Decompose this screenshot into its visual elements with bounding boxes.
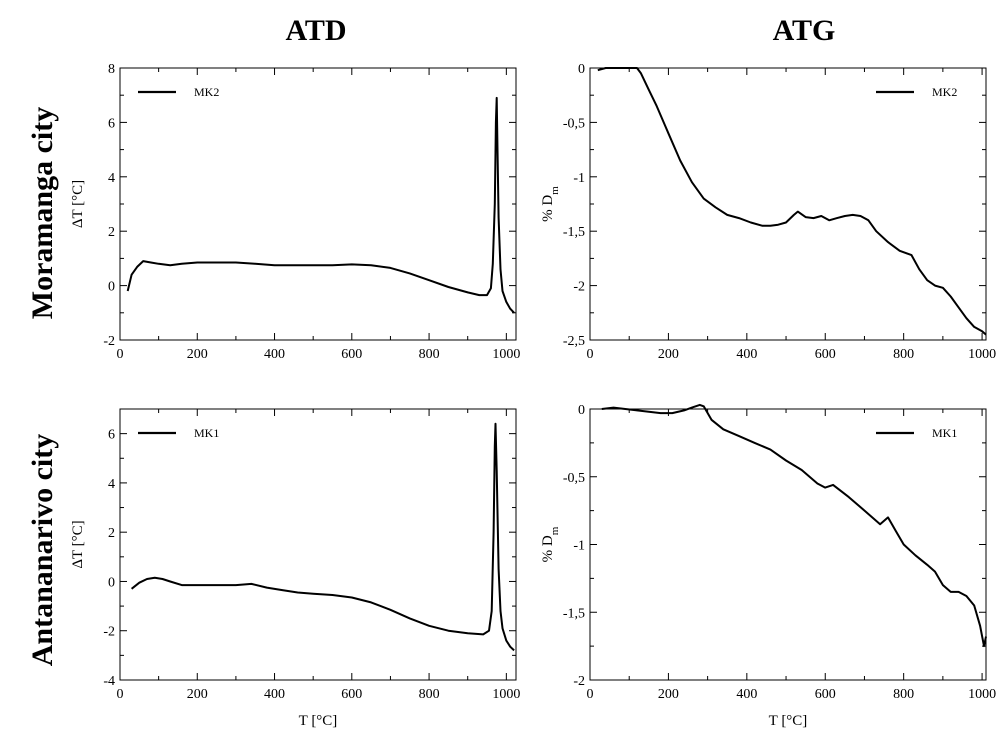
y-tick-label: -1 — [573, 171, 585, 186]
x-tick-label: 1000 — [492, 687, 520, 702]
x-tick-label: 400 — [736, 687, 757, 702]
y-axis-label: ΔT [°C] — [70, 180, 86, 228]
x-tick-label: 200 — [187, 347, 208, 362]
column-title-atg: ATG — [773, 14, 836, 47]
x-tick-label: 200 — [658, 687, 679, 702]
x-tick-label: 800 — [419, 687, 440, 702]
x-tick-label: 0 — [117, 347, 124, 362]
x-tick-label: 0 — [587, 687, 594, 702]
plot-frame — [119, 67, 517, 341]
y-tick-label: -2 — [573, 280, 585, 295]
y-tick-label: 4 — [108, 477, 115, 492]
panel-atg-mk1: 0 200 400 600 800 1000 -2 -1,5 -1 -0,5 0 % Dm T [°C]… — [540, 403, 996, 729]
legend-label: MK1 — [194, 426, 219, 440]
y-axis-label-subscript: m — [549, 526, 561, 535]
x-tick-label: 1000 — [968, 687, 996, 702]
plot-frame — [589, 67, 987, 341]
x-tick-label: 400 — [736, 347, 757, 362]
x-tick-label: 400 — [264, 347, 285, 362]
legend-label: MK2 — [194, 85, 219, 99]
x-tick-label: 1000 — [968, 347, 996, 362]
y-tick-label: -2 — [103, 625, 115, 640]
x-tick-label: 400 — [264, 687, 285, 702]
x-tick-label: 800 — [893, 687, 914, 702]
y-tick-label: -1,5 — [563, 225, 585, 240]
y-tick-label: 8 — [108, 62, 115, 77]
x-tick-label: 800 — [419, 347, 440, 362]
y-tick-label: -0,5 — [563, 116, 585, 131]
series-line-mk2 — [597, 67, 987, 336]
x-tick-label: 800 — [893, 347, 914, 362]
legend-label: MK1 — [932, 426, 957, 440]
y-tick-label: -2 — [103, 334, 115, 349]
x-tick-label: 0 — [587, 347, 594, 362]
series-line-mk2 — [126, 96, 515, 314]
y-tick-label: -2,5 — [563, 334, 585, 349]
y-tick-label: 0 — [108, 280, 115, 295]
y-tick-label: -2 — [573, 674, 585, 689]
y-tick-label: 4 — [108, 171, 115, 186]
x-tick-label: 600 — [341, 347, 362, 362]
panel-atd-mk1: 0 200 400 600 800 1000 -4 -2 0 2 4 6 ΔT [°C] T [°C] MK… — [70, 408, 520, 729]
y-axis-label: % Dm — [540, 186, 561, 222]
y-tick-label: 0 — [578, 62, 585, 77]
x-axis-label: T [°C] — [769, 713, 808, 729]
y-axis-label: ΔT [°C] — [70, 520, 86, 568]
y-tick-label: -1,5 — [563, 606, 585, 621]
y-tick-label: 0 — [108, 575, 115, 590]
row-title-antananarivo: Antananarivo city — [26, 434, 59, 667]
x-tick-label: 600 — [815, 347, 836, 362]
x-tick-label: 600 — [815, 687, 836, 702]
y-tick-label: -4 — [103, 674, 115, 689]
y-tick-label: 6 — [108, 116, 115, 131]
column-title-atd: ATD — [285, 14, 346, 47]
series-line-mk1 — [130, 422, 515, 652]
plot-frame — [589, 408, 987, 681]
x-tick-label: 200 — [187, 687, 208, 702]
series-line-mk1 — [601, 403, 987, 648]
panel-atg-mk2: 0 200 400 600 800 1000 -2,5 -2 -1,5 -1 -0,5 0 % Dm MK… — [540, 62, 996, 362]
x-tick-label: 600 — [341, 687, 362, 702]
y-tick-label: -1 — [573, 539, 585, 554]
y-axis-label: % Dm — [540, 526, 561, 562]
row-title-moramanga: Moramanga city — [26, 107, 59, 319]
y-tick-label: 2 — [108, 225, 115, 240]
x-axis-label: T [°C] — [299, 713, 338, 729]
y-tick-label: 6 — [108, 428, 115, 443]
plot-frame — [119, 408, 517, 681]
legend-label: MK2 — [932, 85, 957, 99]
y-tick-label: -0,5 — [563, 471, 585, 486]
y-tick-label: 2 — [108, 526, 115, 541]
y-tick-label: 0 — [578, 403, 585, 418]
x-tick-label: 200 — [658, 347, 679, 362]
x-tick-label: 0 — [117, 687, 124, 702]
x-tick-label: 1000 — [492, 347, 520, 362]
y-axis-label-subscript: m — [549, 186, 561, 195]
